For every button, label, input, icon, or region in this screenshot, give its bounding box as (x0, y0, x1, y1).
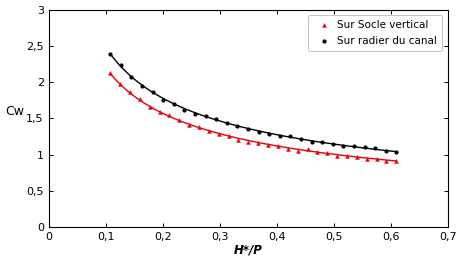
Sur radier du canal (382, 149, 389, 153)
Sur Socle vertical (284, 146, 292, 151)
Sur Socle vertical (215, 132, 222, 136)
Sur radier du canal (107, 52, 114, 56)
Sur Socle vertical (136, 97, 144, 101)
Sur radier du canal (318, 140, 326, 144)
Sur radier du canal (170, 101, 177, 106)
Sur radier du canal (297, 137, 304, 141)
Sur Socle vertical (294, 149, 301, 153)
Sur radier du canal (286, 134, 294, 138)
Sur radier du canal (329, 142, 336, 146)
Sur radier du canal (255, 130, 262, 134)
Sur Socle vertical (373, 157, 380, 161)
Sur Socle vertical (116, 82, 124, 86)
Sur radier du canal (234, 124, 241, 128)
Sur Socle vertical (166, 113, 173, 117)
Sur Socle vertical (146, 105, 153, 109)
Sur radier du canal (371, 146, 379, 151)
Sur Socle vertical (323, 151, 331, 155)
Sur radier du canal (308, 140, 315, 144)
Sur Socle vertical (205, 129, 213, 133)
Sur Socle vertical (314, 150, 321, 154)
Sur Socle vertical (363, 157, 371, 161)
Sur Socle vertical (235, 138, 242, 142)
Sur radier du canal (393, 150, 400, 154)
Sur Socle vertical (107, 71, 114, 75)
Sur Socle vertical (176, 118, 183, 122)
Sur Socle vertical (156, 110, 163, 114)
Sur Socle vertical (195, 125, 203, 129)
Y-axis label: Cw: Cw (6, 105, 24, 118)
Sur Socle vertical (353, 155, 360, 159)
Sur radier du canal (276, 134, 284, 138)
Sur Socle vertical (264, 143, 272, 147)
Sur radier du canal (266, 132, 273, 136)
Sur radier du canal (128, 75, 135, 79)
Sur Socle vertical (393, 159, 400, 163)
Sur radier du canal (159, 97, 167, 102)
Sur radier du canal (191, 112, 199, 116)
Sur Socle vertical (245, 140, 252, 144)
Sur Socle vertical (185, 123, 193, 127)
Sur radier du canal (350, 144, 358, 148)
Sur Socle vertical (304, 148, 311, 152)
Sur radier du canal (181, 108, 188, 112)
X-axis label: H*/P: H*/P (234, 243, 262, 256)
Sur radier du canal (223, 121, 231, 125)
Sur radier du canal (117, 63, 124, 67)
Sur radier du canal (149, 90, 156, 94)
Sur Socle vertical (255, 141, 262, 145)
Sur Socle vertical (126, 90, 134, 95)
Sur Socle vertical (343, 154, 351, 159)
Sur Socle vertical (383, 159, 390, 163)
Sur Socle vertical (225, 134, 232, 138)
Sur Socle vertical (274, 144, 282, 148)
Sur radier du canal (244, 127, 252, 131)
Sur radier du canal (202, 114, 209, 118)
Sur radier du canal (213, 117, 220, 121)
Sur radier du canal (361, 145, 368, 149)
Legend: Sur Socle vertical, Sur radier du canal: Sur Socle vertical, Sur radier du canal (308, 15, 443, 51)
Sur Socle vertical (334, 154, 341, 158)
Sur radier du canal (138, 84, 146, 88)
Sur radier du canal (340, 144, 347, 148)
